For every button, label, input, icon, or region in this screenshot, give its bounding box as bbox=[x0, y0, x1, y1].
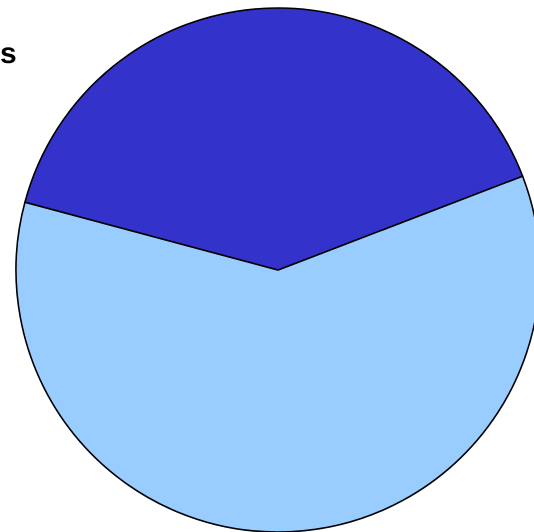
cropped-text-fragment: s bbox=[0, 37, 17, 70]
pie-slices bbox=[15, 7, 534, 532]
pie-slice-2 bbox=[24, 7, 524, 271]
